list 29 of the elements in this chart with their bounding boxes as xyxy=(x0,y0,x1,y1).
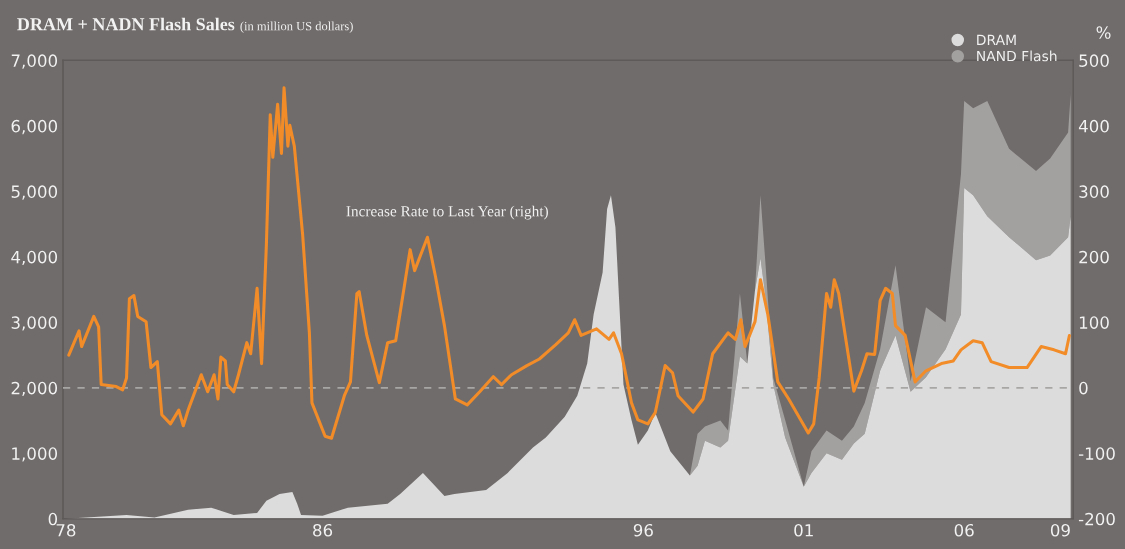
legend-label: NAND Flash xyxy=(977,50,1057,62)
x-tick-label: 78 xyxy=(56,523,76,537)
y2-tick-label: -200 xyxy=(1078,512,1115,526)
y2-tick-label: 300 xyxy=(1079,185,1109,198)
y2-tick-label: 100 xyxy=(1079,316,1109,329)
y2-axis-title: % xyxy=(1096,26,1111,39)
chart-title: DRAM + NADN Flash Sales xyxy=(17,17,235,31)
x-tick-label: 86 xyxy=(313,523,333,537)
annotation: Increase Rate to Last Year (right) xyxy=(346,205,548,220)
line-series xyxy=(67,86,1071,440)
chart-subtitle: (in million US dollars) xyxy=(240,21,353,33)
y2-tick-label: -100 xyxy=(1078,447,1115,460)
x-tick-label: 06 xyxy=(954,523,974,537)
y2-tick-label: 500 xyxy=(1079,54,1109,67)
legend-label: DRAM xyxy=(977,34,1016,45)
x-tick-label: 96 xyxy=(633,523,653,537)
y2-tick-label: 0 xyxy=(1079,381,1088,395)
y-tick-label: 3,000 xyxy=(11,316,58,331)
y-tick-label: 5,000 xyxy=(11,185,58,200)
y2-tick-label: 200 xyxy=(1079,250,1109,264)
x-tick-label: 01 xyxy=(794,523,813,537)
x-tick-label: 09 xyxy=(1050,523,1070,537)
y-tick-label: 4,000 xyxy=(11,250,58,266)
y-tick-label: 2,000 xyxy=(11,381,58,397)
y-tick-label: 7,000 xyxy=(11,54,58,69)
y-tick-label: 1,000 xyxy=(12,447,58,462)
y2-tick-label: 400 xyxy=(1078,119,1109,133)
y-tick-label: 6,000 xyxy=(11,119,58,135)
y-tick-label: 0 xyxy=(48,512,58,526)
